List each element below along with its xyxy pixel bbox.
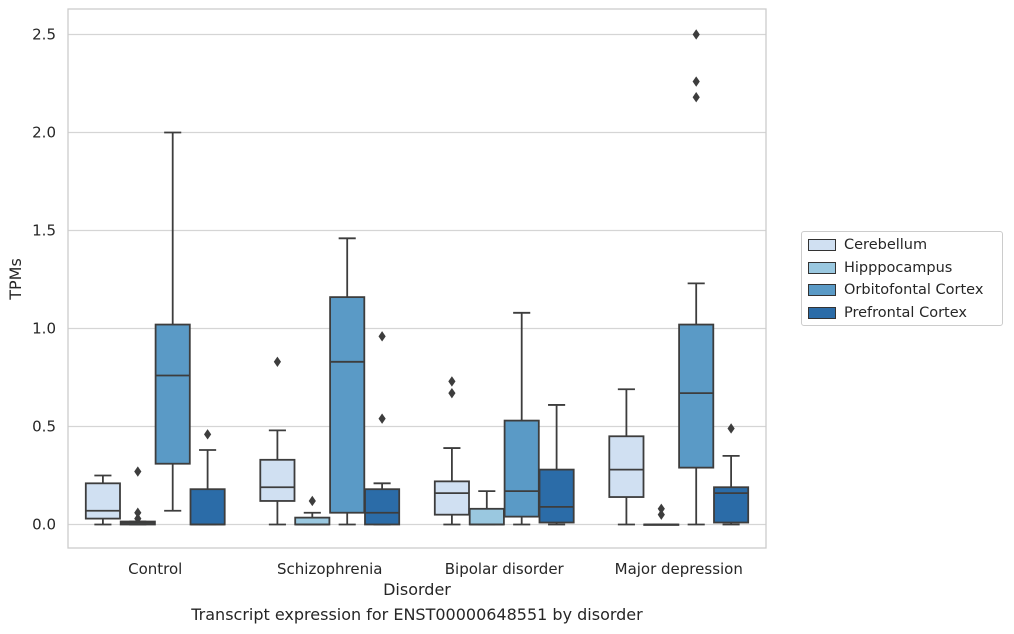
box-orbitofontal-cortex (503, 311, 540, 526)
box-hipppocampus (294, 495, 331, 526)
legend-label-orbitofrontal-cortex: Orbitofontal Cortex (844, 282, 984, 298)
outlier-marker (308, 495, 316, 507)
outlier-marker (378, 413, 386, 424)
iqr-box (84, 482, 121, 520)
box-orbitofontal-cortex (678, 29, 715, 526)
legend-item-cerebellum: Cerebellum (808, 234, 927, 256)
outlier-marker (134, 466, 142, 477)
legend: Cerebellum Hipppocampus Orbitofontal Cor… (801, 231, 1003, 326)
iqr-box (538, 468, 575, 524)
box-orbitofontal-cortex (329, 237, 366, 526)
legend-item-prefrontal-cortex: Prefrontal Cortex (808, 302, 967, 324)
legend-label-prefrontal-cortex: Prefrontal Cortex (844, 305, 967, 321)
outlier-marker (448, 376, 456, 387)
box-hipppocampus (119, 466, 156, 526)
box-cerebellum (259, 356, 296, 526)
y-tick-label: 0.0 (32, 515, 56, 533)
y-tick-label: 0.5 (32, 417, 56, 435)
iqr-box (468, 507, 505, 526)
x-tick-label: Schizophrenia (277, 560, 382, 578)
iqr-box (433, 480, 470, 516)
outlier-marker (378, 331, 386, 342)
iqr-box (503, 419, 540, 518)
outlier-marker (657, 503, 665, 514)
iqr-box (678, 323, 715, 469)
legend-label-cerebellum: Cerebellum (844, 237, 928, 253)
outlier-marker (204, 429, 212, 440)
box-orbitofontal-cortex (154, 131, 191, 512)
y-tick-label: 1.0 (32, 319, 56, 337)
x-tick-label: Bipolar disorder (445, 560, 565, 578)
legend-swatch-cerebellum (808, 239, 836, 251)
x-axis-ticks: Control Schizophrenia Bipolar disorder Majo… (128, 560, 743, 578)
y-tick-label: 2.5 (32, 25, 56, 43)
y-axis-label: TPMs (6, 258, 25, 301)
y-tick-label: 2.0 (32, 123, 56, 141)
legend-swatch-orbitofrontal-cortex (808, 284, 836, 296)
x-tick-label: Major depression (615, 560, 743, 578)
x-axis-label: Disorder (383, 580, 451, 599)
outlier-marker (692, 29, 700, 40)
outlier-marker (134, 513, 142, 524)
box-hipppocampus (468, 490, 505, 526)
iqr-box (329, 296, 366, 514)
outlier-marker (657, 509, 665, 520)
box-prefrontal-cortex (189, 429, 226, 526)
iqr-box (189, 488, 226, 526)
box-cerebellum (84, 474, 121, 526)
box-hipppocampus (643, 503, 680, 526)
iqr-box (294, 516, 331, 526)
box-plot-series (84, 29, 750, 526)
outlier-marker (273, 356, 281, 367)
iqr-box (259, 458, 296, 502)
legend-item-orbitofrontal-cortex: Orbitofontal Cortex (808, 279, 983, 301)
box-prefrontal-cortex (713, 423, 750, 526)
outlier-marker (727, 423, 735, 434)
box-cerebellum (608, 388, 645, 526)
iqr-box (608, 435, 645, 498)
outlier-marker (692, 92, 700, 103)
y-axis-ticks: 0.0 0.5 1.0 1.5 2.0 2.5 (32, 25, 56, 533)
box-cerebellum (433, 376, 470, 526)
box-prefrontal-cortex (364, 331, 401, 526)
outlier-marker (134, 507, 142, 518)
legend-label-hippocampus: Hipppocampus (844, 260, 953, 276)
outlier-marker (448, 387, 456, 399)
legend-swatch-prefrontal-cortex (808, 307, 836, 319)
box-prefrontal-cortex (538, 404, 575, 526)
outlier-marker (692, 76, 700, 87)
figure-caption: Transcript expression for ENST0000064855… (191, 605, 643, 624)
x-tick-label: Control (128, 560, 182, 578)
legend-item-hippocampus: Hipppocampus (808, 257, 952, 279)
y-tick-label: 1.5 (32, 221, 56, 239)
iqr-box (364, 488, 401, 526)
plot-frame (67, 8, 767, 549)
legend-swatch-hippocampus (808, 262, 836, 274)
iqr-box (154, 323, 191, 465)
